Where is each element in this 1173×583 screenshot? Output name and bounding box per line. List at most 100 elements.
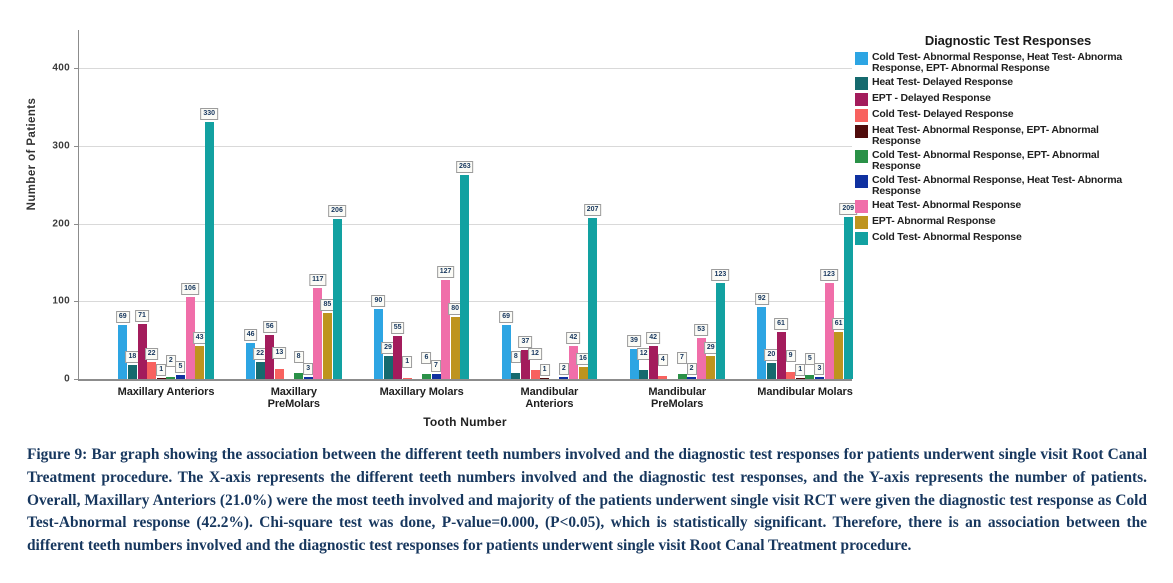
bar: [431, 373, 441, 379]
y-axis-title: Number of Patients: [26, 97, 38, 211]
legend-item: Cold Test- Abnormal Response, Heat Test-…: [855, 52, 1171, 74]
bar: [246, 343, 256, 379]
bar-value-label: 263: [455, 160, 474, 173]
bar: [421, 374, 431, 379]
bar: [578, 366, 588, 379]
bar-value-label: 127: [436, 266, 455, 279]
bar-value-label: 2: [686, 363, 697, 376]
x-axis-title: Tooth Number: [423, 415, 507, 429]
bar-value-label: 53: [694, 323, 709, 336]
bar-value-label: 22: [144, 347, 159, 360]
y-tick-label: 0: [64, 373, 70, 385]
bar-value-label: 69: [115, 311, 130, 324]
bar-value-label: 207: [583, 204, 602, 217]
bar: [274, 368, 284, 379]
bar-value-label: 69: [499, 311, 514, 324]
bar: [185, 296, 195, 379]
bar: [156, 378, 166, 379]
bar: [294, 372, 304, 379]
bar-value-label: 42: [566, 332, 581, 345]
legend-label: EPT - Delayed Response: [872, 92, 991, 104]
legend-item: Heat Test- Abnormal Response: [855, 200, 1171, 213]
legend-item: EPT- Abnormal Response: [855, 216, 1171, 229]
bar-value-label: 3: [814, 362, 825, 375]
bar-value-label: 106: [181, 282, 199, 295]
legend-label: Heat Test- Delayed Response: [872, 76, 1013, 88]
bar: [402, 378, 412, 379]
bar: [255, 361, 265, 379]
legend-label: Cold Test- Abnormal Response, Heat Test-…: [872, 174, 1123, 197]
bar-value-label: 7: [677, 351, 687, 364]
category-label: Maxillary PreMolars: [267, 386, 320, 410]
legend-item: Cold Test- Delayed Response: [855, 109, 1171, 122]
bar: [520, 350, 530, 379]
bar: [687, 377, 697, 379]
bar: [118, 325, 128, 379]
bar-value-label: 92: [754, 293, 769, 306]
bar-value-label: 3: [303, 362, 314, 375]
bar: [795, 378, 805, 379]
bar-value-label: 71: [135, 309, 149, 322]
bar: [460, 174, 470, 379]
legend-swatch: [855, 216, 868, 229]
bar: [332, 218, 342, 379]
bar-value-label: 55: [390, 322, 405, 335]
legend-swatch: [855, 52, 868, 65]
y-axis-tick: [74, 223, 78, 225]
bar-value-label: 1: [539, 364, 550, 376]
bar-chart: Number of Patients Tooth Number 0 100 200 3…: [26, 30, 858, 429]
bar-value-label: 1: [156, 364, 167, 376]
bar-value-label: 61: [831, 317, 846, 330]
bar-value-label: 5: [804, 353, 815, 366]
legend-item: Cold Test- Abnormal Response, EPT- Abnor…: [855, 150, 1171, 172]
bar: [175, 375, 185, 379]
y-tick-label: 200: [52, 218, 70, 229]
bar: [540, 378, 550, 379]
bar: [373, 309, 383, 379]
bar-value-label: 8: [293, 350, 304, 363]
bar: [265, 335, 275, 379]
bar-value-label: 1: [795, 364, 806, 376]
bar: [501, 325, 511, 379]
bar: [715, 283, 725, 379]
bar-value-label: 6: [421, 352, 432, 365]
y-tick-label: 300: [52, 140, 70, 152]
y-axis-tick: [74, 301, 78, 303]
legend: Cold Test- Abnormal Response, Heat Test-…: [855, 52, 1171, 248]
bar: [393, 336, 403, 379]
y-tick-label: 100: [52, 295, 70, 307]
gridline: [78, 145, 852, 147]
bar: [313, 288, 323, 379]
bar: [137, 323, 147, 379]
legend-label: Cold Test- Delayed Response: [872, 108, 1014, 120]
bar-value-label: 206: [328, 204, 346, 217]
bar: [658, 375, 668, 379]
legend-item: Heat Test- Abnormal Response, EPT- Abnor…: [855, 125, 1171, 147]
bar-value-label: 90: [371, 295, 386, 308]
bar: [441, 280, 451, 379]
bar-value-label: 330: [200, 108, 219, 121]
legend-item: Cold Test- Abnormal Response, Heat Test-…: [855, 175, 1171, 197]
legend-label: Heat Test- Abnormal Response: [872, 199, 1022, 211]
bar-value-label: 37: [518, 336, 533, 349]
bar-value-label: 9: [785, 350, 796, 363]
bar: [195, 345, 205, 379]
legend-swatch: [855, 77, 868, 90]
legend-swatch: [855, 175, 868, 188]
bar: [303, 376, 313, 379]
legend-swatch: [855, 150, 868, 163]
bar-value-label: 39: [627, 334, 641, 347]
bar: [843, 216, 853, 379]
category-label: Maxillary Molars: [379, 386, 464, 398]
bar: [450, 316, 460, 379]
legend-swatch: [855, 93, 868, 106]
bar: [530, 369, 540, 379]
y-axis-tick: [74, 68, 78, 69]
bar-value-label: 8: [510, 350, 521, 363]
legend-swatch: [855, 125, 868, 138]
bar-value-label: 61: [774, 317, 788, 330]
legend-item: Cold Test- Abnormal Response: [855, 232, 1171, 245]
bar-value-label: 1: [402, 356, 413, 368]
bar: [204, 122, 214, 379]
bar-value-label: 5: [175, 361, 186, 374]
